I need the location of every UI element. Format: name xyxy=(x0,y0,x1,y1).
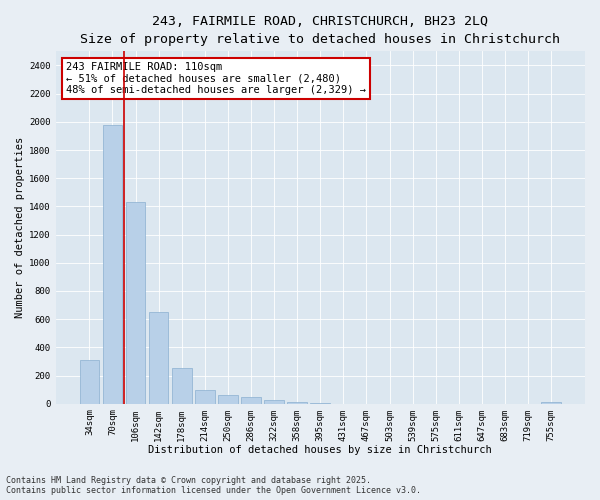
Title: 243, FAIRMILE ROAD, CHRISTCHURCH, BH23 2LQ
Size of property relative to detached: 243, FAIRMILE ROAD, CHRISTCHURCH, BH23 2… xyxy=(80,15,560,46)
Bar xyxy=(541,402,561,404)
Bar xyxy=(149,312,169,404)
Bar xyxy=(264,400,284,404)
Text: 243 FAIRMILE ROAD: 110sqm
← 51% of detached houses are smaller (2,480)
48% of se: 243 FAIRMILE ROAD: 110sqm ← 51% of detac… xyxy=(66,62,366,95)
Bar xyxy=(218,394,238,404)
Text: Contains HM Land Registry data © Crown copyright and database right 2025.
Contai: Contains HM Land Registry data © Crown c… xyxy=(6,476,421,495)
Bar xyxy=(126,202,145,404)
Bar xyxy=(172,368,191,404)
Bar xyxy=(80,360,99,404)
Bar xyxy=(241,396,261,404)
X-axis label: Distribution of detached houses by size in Christchurch: Distribution of detached houses by size … xyxy=(148,445,492,455)
Bar xyxy=(195,390,215,404)
Bar xyxy=(310,402,330,404)
Y-axis label: Number of detached properties: Number of detached properties xyxy=(15,137,25,318)
Bar xyxy=(103,124,122,404)
Bar xyxy=(287,402,307,404)
